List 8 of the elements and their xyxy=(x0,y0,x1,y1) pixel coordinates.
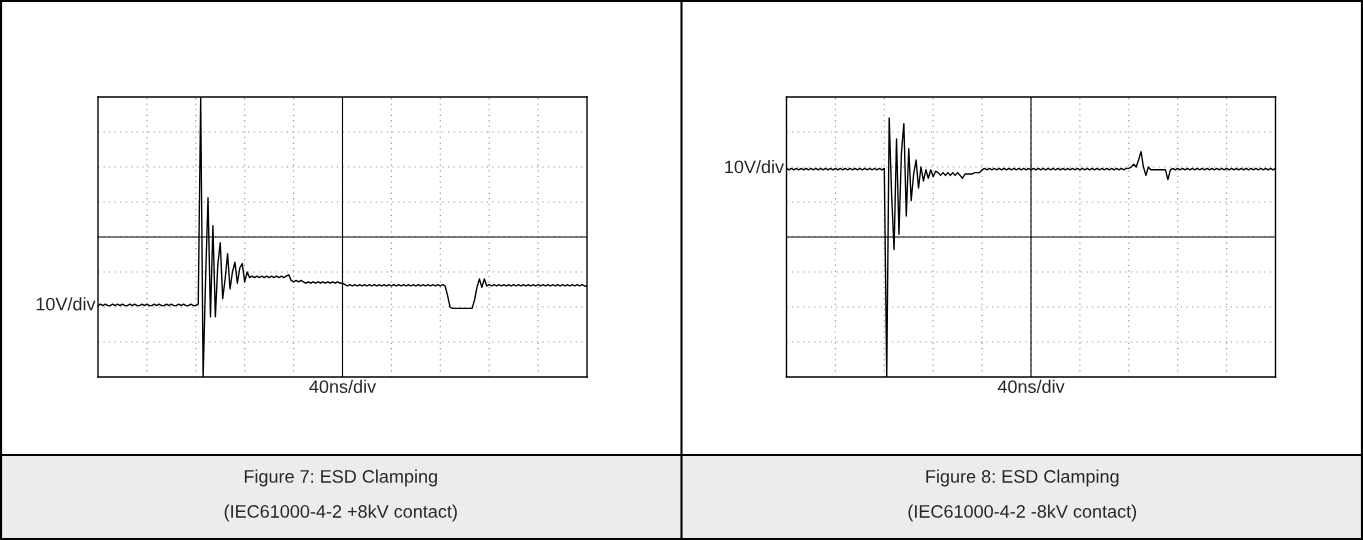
text: Figure 7: ESD Clamping xyxy=(244,469,437,487)
x-axis-title: 40ns/div xyxy=(997,379,1065,394)
x-axis-title: 40ns/div xyxy=(309,379,377,394)
y-axis-title: 10V/div xyxy=(725,159,784,174)
text: (IEC61000-4-2 -8kV contact) xyxy=(908,504,1137,522)
text: Figure 8: ESD Clamping xyxy=(926,469,1119,487)
text: (IEC61000-4-2 +8kV contact) xyxy=(224,504,457,522)
y-axis-title: 10V/div xyxy=(36,297,96,311)
